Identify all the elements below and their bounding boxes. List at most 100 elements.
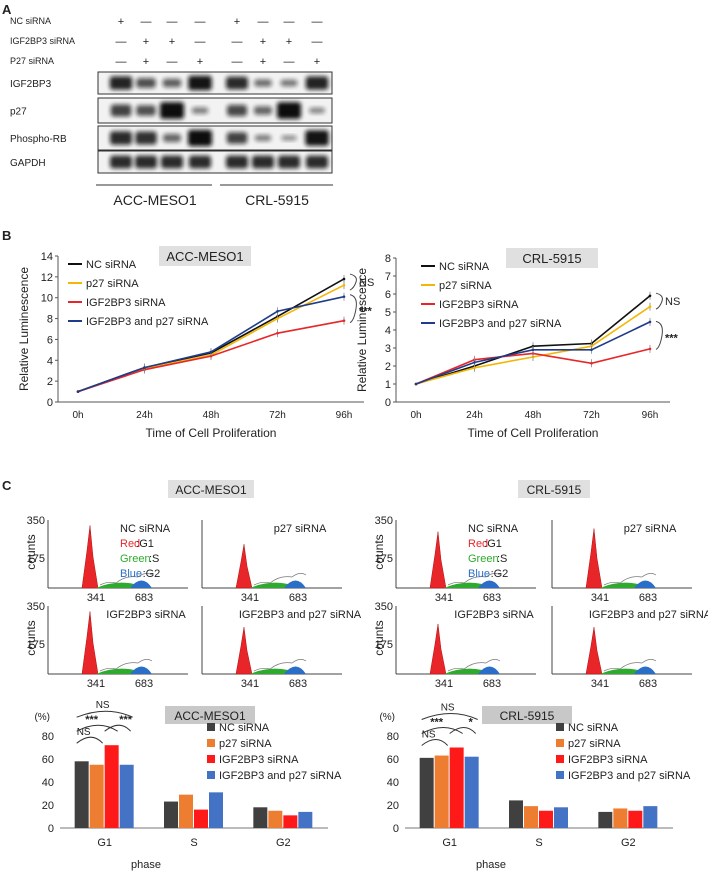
condition-mark: — [116,36,127,48]
y-tick-label: 4 [47,355,53,367]
panel-letter-c: C [2,478,12,493]
data-point [76,390,80,393]
sig-bracket [421,727,463,734]
x-tick-label: 0h [410,410,421,421]
legend-phase: S [152,553,159,565]
series-line [77,278,345,393]
blot-band [189,155,211,169]
legend-colon: : [136,538,139,550]
legend-label: IGF2BP3 and p27 siRNA [439,318,562,330]
g1-peak [235,627,253,675]
blot-band [191,107,209,114]
condition-mark: — [232,36,243,48]
bar [598,811,613,828]
data-point [473,361,476,364]
legend-color-name: Red [468,538,488,550]
s-phase [600,582,638,588]
bar [194,809,208,828]
blot-band [280,79,298,87]
y-tick-label: 5 [385,307,391,319]
data-point [473,366,476,370]
ns-annotation: NS [96,700,110,711]
histogram-y-max: 350 [375,515,393,527]
histogram-title: IGF2BP3 siRNA [106,609,186,621]
data-point [342,295,346,298]
x-tick-label: G1 [442,837,457,849]
x-axis-label: Time of Cell Proliferation [468,426,599,440]
y-axis-label: Relative Luminescence [17,267,31,391]
x-tick-label: 96h [336,410,353,421]
histogram-x-tick: 341 [87,592,105,604]
g2-peak [478,580,500,588]
blot-band [281,135,297,141]
condition-mark: — [232,56,243,68]
histogram-title: NC siRNA [120,523,171,535]
blot-band [135,131,157,145]
y-tick-label: 0 [48,823,54,835]
blot-label: p27 [10,107,27,118]
condition-mark: — [258,16,269,28]
bar [298,811,313,828]
g2-peak [130,666,152,674]
y-tick-label: 1 [385,379,391,391]
legend-label: p27 siRNA [86,278,139,290]
y-tick-label: 2 [47,376,53,388]
fit-curve [99,573,153,586]
bar [283,815,298,828]
blot-band [188,129,212,147]
g1-peak [235,544,253,589]
blot-label: Phospho-RB [10,134,67,145]
condition-mark: + [197,56,203,68]
condition-mark: — [312,16,323,28]
legend-color-name: Red [120,538,140,550]
s-phase [96,582,134,588]
legend-swatch [556,723,564,731]
blot-band [109,76,133,90]
bar [89,764,104,828]
g2-peak [130,580,152,588]
x-axis-label: phase [131,859,161,871]
data-point [342,319,346,322]
blot-band [278,155,300,169]
chart-title: CRL-5915 [522,251,581,266]
blot-band [227,104,247,117]
chart-title-box [506,248,598,268]
s-phase [444,668,482,674]
histogram-x-tick: 683 [639,592,657,604]
ns-annotation: NS [422,730,436,741]
histogram-title: NC siRNA [468,523,519,535]
y-tick-label: 80 [387,731,399,743]
data-point [276,317,279,320]
fit-curve [603,573,657,586]
sig-bracket [104,724,132,732]
panel-letter-b: B [2,228,11,243]
legend-label: IGF2BP3 siRNA [568,754,648,766]
y-tick-label: 0 [385,397,391,409]
blot-frame [97,71,333,95]
y-axis-label: (%) [379,712,395,723]
bar [104,745,119,828]
blot-band [305,76,329,90]
legend-swatch [207,771,215,779]
histogram-x-tick: 341 [591,592,609,604]
data-point [276,331,279,335]
histogram-title: p27 siRNA [624,523,677,535]
legend-phase: G2 [494,568,509,580]
bar [464,756,479,828]
ns-bracket [421,713,478,720]
x-tick-label: 48h [525,410,542,421]
condition-mark: + [286,36,292,48]
fit-curve [99,659,153,672]
legend-swatch [556,771,564,779]
condition-mark: + [143,36,149,48]
bar [419,757,434,828]
chart-title-box [482,706,572,724]
x-axis-label: Time of Cell Proliferation [146,426,277,440]
histogram-x-tick: 683 [289,592,307,604]
x-tick-label: 24h [136,410,153,421]
blot-label: GAPDH [10,158,46,169]
chart-title-box [165,706,255,724]
g1-peak [585,627,603,675]
bar [74,761,89,828]
